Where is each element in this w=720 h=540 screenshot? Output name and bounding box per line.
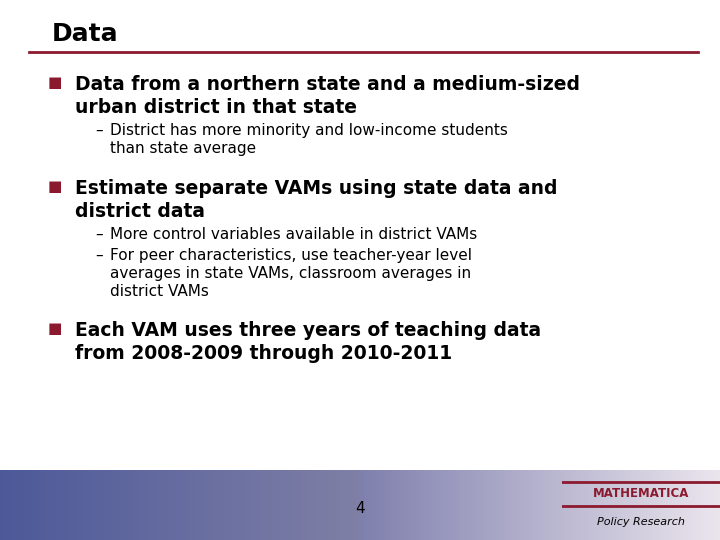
Text: ■: ■ (48, 75, 63, 90)
Text: Policy Research: Policy Research (597, 517, 685, 526)
Text: MATHEMATICA: MATHEMATICA (593, 488, 689, 501)
Text: Data from a northern state and a medium-sized
urban district in that state: Data from a northern state and a medium-… (75, 75, 580, 117)
Text: Data: Data (52, 22, 119, 46)
Text: –: – (95, 123, 103, 138)
Text: Each VAM uses three years of teaching data
from 2008-2009 through 2010-2011: Each VAM uses three years of teaching da… (75, 321, 541, 363)
Text: District has more minority and low-income students
than state average: District has more minority and low-incom… (110, 123, 508, 156)
Text: ■: ■ (48, 179, 63, 194)
Text: –: – (95, 227, 103, 242)
Text: ■: ■ (48, 321, 63, 336)
Text: 4: 4 (355, 501, 365, 516)
Text: –: – (95, 248, 103, 263)
Text: Estimate separate VAMs using state data and
district data: Estimate separate VAMs using state data … (75, 179, 557, 221)
Text: More control variables available in district VAMs: More control variables available in dist… (110, 227, 477, 242)
Text: For peer characteristics, use teacher-year level
averages in state VAMs, classro: For peer characteristics, use teacher-ye… (110, 248, 472, 299)
